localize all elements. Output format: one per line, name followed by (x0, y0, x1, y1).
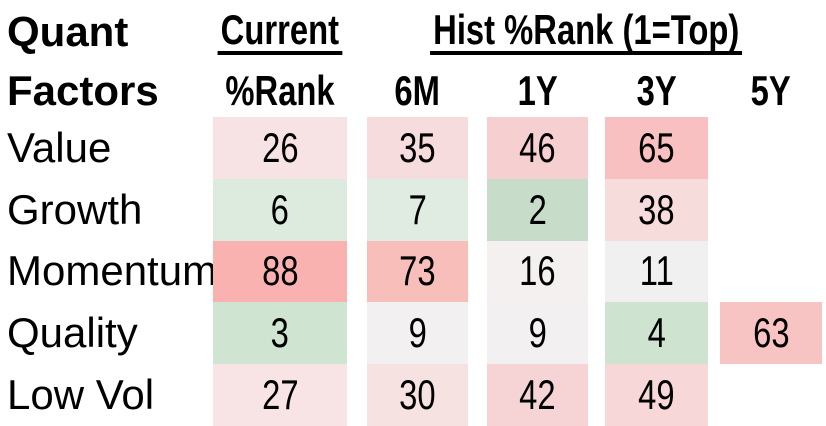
cell-momentum-current: 88 (213, 240, 347, 303)
hist-group-header: Hist %Rank (1=Top) (347, 0, 826, 64)
header-row-columns: Factors %Rank 6M 1Y 3Y 5Y (0, 64, 826, 117)
cell-lowvol-1y: 42 (487, 364, 588, 426)
cell-lowvol-5y (720, 364, 822, 426)
col-header-1y: 1Y (517, 66, 558, 114)
cell-growth-3y: 38 (605, 178, 708, 241)
cell-lowvol-3y: 49 (605, 364, 708, 426)
table-row-quality: Quality 3 9 9 4 63 (0, 302, 826, 365)
cell-quality-current: 3 (213, 302, 347, 365)
row-label-quality: Quality (7, 309, 138, 357)
row-label-growth: Growth (7, 185, 143, 233)
cell-value-current: 26 (213, 117, 347, 179)
cell-quality-3y: 4 (605, 302, 708, 365)
cell-quality-5y: 63 (720, 302, 822, 365)
cell-quality-1y: 9 (487, 302, 588, 365)
cell-lowvol-current: 27 (213, 364, 347, 426)
cell-growth-6m: 7 (367, 178, 468, 241)
table-row-growth: Growth 6 7 2 38 (0, 178, 826, 241)
col-header-current-rank: %Rank (225, 66, 335, 114)
col-header-5y: 5Y (750, 66, 792, 114)
cell-growth-1y: 2 (487, 178, 588, 241)
cell-lowvol-6m: 30 (367, 364, 468, 426)
table-row-value: Value 26 35 46 65 (0, 117, 826, 179)
hist-group-label: Hist %Rank (1=Top) (430, 8, 743, 56)
col-header-3y: 3Y (636, 66, 677, 114)
row-label-lowvol: Low Vol (7, 371, 155, 419)
current-group-label: Current (217, 8, 343, 56)
cell-momentum-3y: 11 (605, 240, 708, 303)
cell-momentum-6m: 73 (367, 240, 468, 303)
cell-momentum-1y: 16 (487, 240, 588, 303)
table-row-lowvol: Low Vol 27 30 42 49 (0, 364, 826, 426)
row-label-value: Value (7, 123, 112, 171)
table-row-momentum: Momentum 88 73 16 11 (0, 240, 826, 303)
cell-growth-5y (720, 179, 822, 241)
cell-value-1y: 46 (487, 117, 588, 179)
row-label-momentum: Momentum (7, 247, 218, 295)
cell-growth-current: 6 (213, 178, 347, 241)
table-title-line2: Factors (7, 66, 159, 114)
cell-quality-6m: 9 (367, 302, 468, 365)
cell-value-5y (720, 117, 822, 179)
header-row-groups: Quant Current Hist %Rank (1=Top) (0, 0, 826, 64)
current-group-header: Current (213, 0, 347, 64)
table-title-line1: Quant (7, 8, 129, 55)
col-header-6m: 6M (394, 66, 441, 114)
cell-value-6m: 35 (367, 117, 468, 179)
cell-momentum-5y (720, 241, 822, 303)
cell-value-3y: 65 (605, 117, 708, 179)
